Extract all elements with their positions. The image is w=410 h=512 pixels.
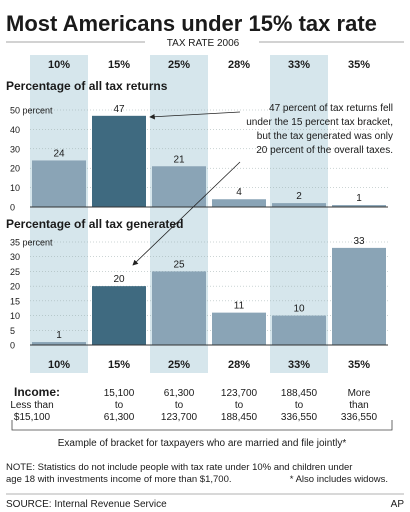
data-label: 11	[234, 301, 245, 312]
income-range: to	[295, 400, 304, 411]
bar-generated	[92, 286, 146, 345]
bracket-header-bottom: 15%	[108, 359, 130, 371]
data-label: 33	[353, 236, 365, 247]
bracket-header-bottom: 25%	[168, 359, 190, 371]
y-tick-label: 20	[10, 164, 20, 174]
bracket-header-top: 25%	[168, 59, 190, 71]
income-range: $15,100	[14, 412, 51, 423]
bar-returns	[272, 203, 326, 207]
income-label: Income:	[14, 385, 60, 399]
annotation-arrow	[132, 161, 241, 266]
data-label: 47	[113, 104, 125, 115]
chart-subtitle: TAX RATE 2006	[167, 38, 240, 49]
y-tick-label: 25	[10, 267, 20, 277]
data-label: 21	[173, 154, 185, 165]
income-range: 15,100	[104, 388, 135, 399]
page-title: Most Americans under 15% tax rate	[6, 11, 377, 36]
bracket-header-top: 28%	[228, 59, 250, 71]
income-range: 188,450	[281, 388, 318, 399]
income-range: 123,700	[221, 388, 258, 399]
data-label: 1	[356, 193, 362, 204]
y-tick-label: 40	[10, 125, 20, 135]
credit-text: AP	[391, 499, 405, 510]
income-range: 61,300	[104, 412, 135, 423]
panel-title-returns: Percentage of all tax returns	[6, 79, 168, 93]
data-label: 4	[236, 187, 242, 198]
income-range: 188,450	[221, 412, 258, 423]
bracket-header-top: 33%	[288, 59, 310, 71]
y-tick-label: 10	[10, 311, 20, 321]
annotation-text: 47 percent of tax returns fell	[269, 103, 393, 114]
y-tick-label: 35 percent	[10, 238, 53, 248]
bar-returns	[92, 115, 146, 207]
income-range: to	[115, 400, 124, 411]
y-tick-label: 50 percent	[10, 106, 53, 116]
y-tick-label: 20	[10, 282, 20, 292]
annotation-text: under the 15 percent tax bracket,	[246, 117, 393, 128]
bracket-header-bottom: 10%	[48, 359, 70, 371]
income-range: 336,550	[341, 412, 378, 423]
y-tick-label: 30	[10, 252, 20, 262]
income-range: Less than	[10, 400, 53, 411]
annotation-arrow	[149, 111, 241, 120]
annotation-text: but the tax generated was only	[257, 131, 393, 142]
y-tick-label: 15	[10, 296, 20, 306]
bar-generated	[152, 271, 206, 345]
income-range: 123,700	[161, 412, 198, 423]
note-line: NOTE: Statistics do not include people w…	[6, 462, 352, 473]
note-line: * Also includes widows.	[290, 474, 388, 485]
data-label: 20	[113, 274, 125, 285]
bracket-header-bottom: 33%	[288, 359, 310, 371]
note-line: age 18 with investments income of more t…	[6, 474, 232, 485]
income-range: than	[349, 400, 368, 411]
bracket-header-bottom: 35%	[348, 359, 370, 371]
data-label: 24	[53, 148, 65, 159]
bar-returns	[152, 166, 206, 207]
income-range: 336,550	[281, 412, 318, 423]
bar-generated	[212, 312, 266, 345]
income-range: to	[235, 400, 244, 411]
y-tick-label: 5	[10, 326, 15, 336]
y-tick-label: 0	[10, 341, 15, 351]
bracket-header-top: 10%	[48, 59, 70, 71]
source-text: SOURCE: Internal Revenue Service	[6, 499, 167, 510]
bar-returns	[32, 160, 86, 207]
shaded-column	[30, 55, 88, 373]
bar-generated	[332, 247, 386, 345]
income-bracket	[11, 420, 393, 431]
bracket-header-top: 15%	[108, 59, 130, 71]
income-range: More	[348, 388, 371, 399]
y-tick-label: 10	[10, 183, 20, 193]
bar-generated	[32, 342, 86, 345]
income-caption: Example of bracket for taxpayers who are…	[58, 438, 347, 449]
data-label: 1	[56, 330, 62, 341]
annotation-text: 20 percent of the overall taxes.	[256, 145, 393, 156]
bracket-header-bottom: 28%	[228, 359, 250, 371]
income-range: to	[175, 400, 184, 411]
bar-returns	[332, 205, 386, 207]
income-range: 61,300	[164, 388, 195, 399]
data-label: 10	[293, 304, 305, 315]
y-tick-label: 30	[10, 144, 20, 154]
bracket-header-top: 35%	[348, 59, 370, 71]
data-label: 2	[296, 191, 302, 202]
data-label: 25	[173, 259, 185, 270]
bar-generated	[272, 315, 326, 345]
y-tick-label: 0	[10, 203, 15, 213]
bar-returns	[212, 199, 266, 207]
panel-title-generated: Percentage of all tax generated	[6, 217, 183, 231]
